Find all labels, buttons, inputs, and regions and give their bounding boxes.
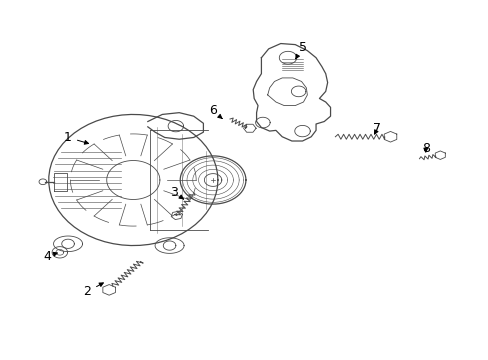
Text: 6: 6 xyxy=(209,104,222,118)
Text: 3: 3 xyxy=(170,186,183,199)
Text: 2: 2 xyxy=(83,283,103,298)
Text: 4: 4 xyxy=(43,250,57,263)
Text: 7: 7 xyxy=(373,122,381,135)
Text: 8: 8 xyxy=(421,141,429,154)
Text: 5: 5 xyxy=(295,41,306,59)
Text: 1: 1 xyxy=(64,131,88,144)
